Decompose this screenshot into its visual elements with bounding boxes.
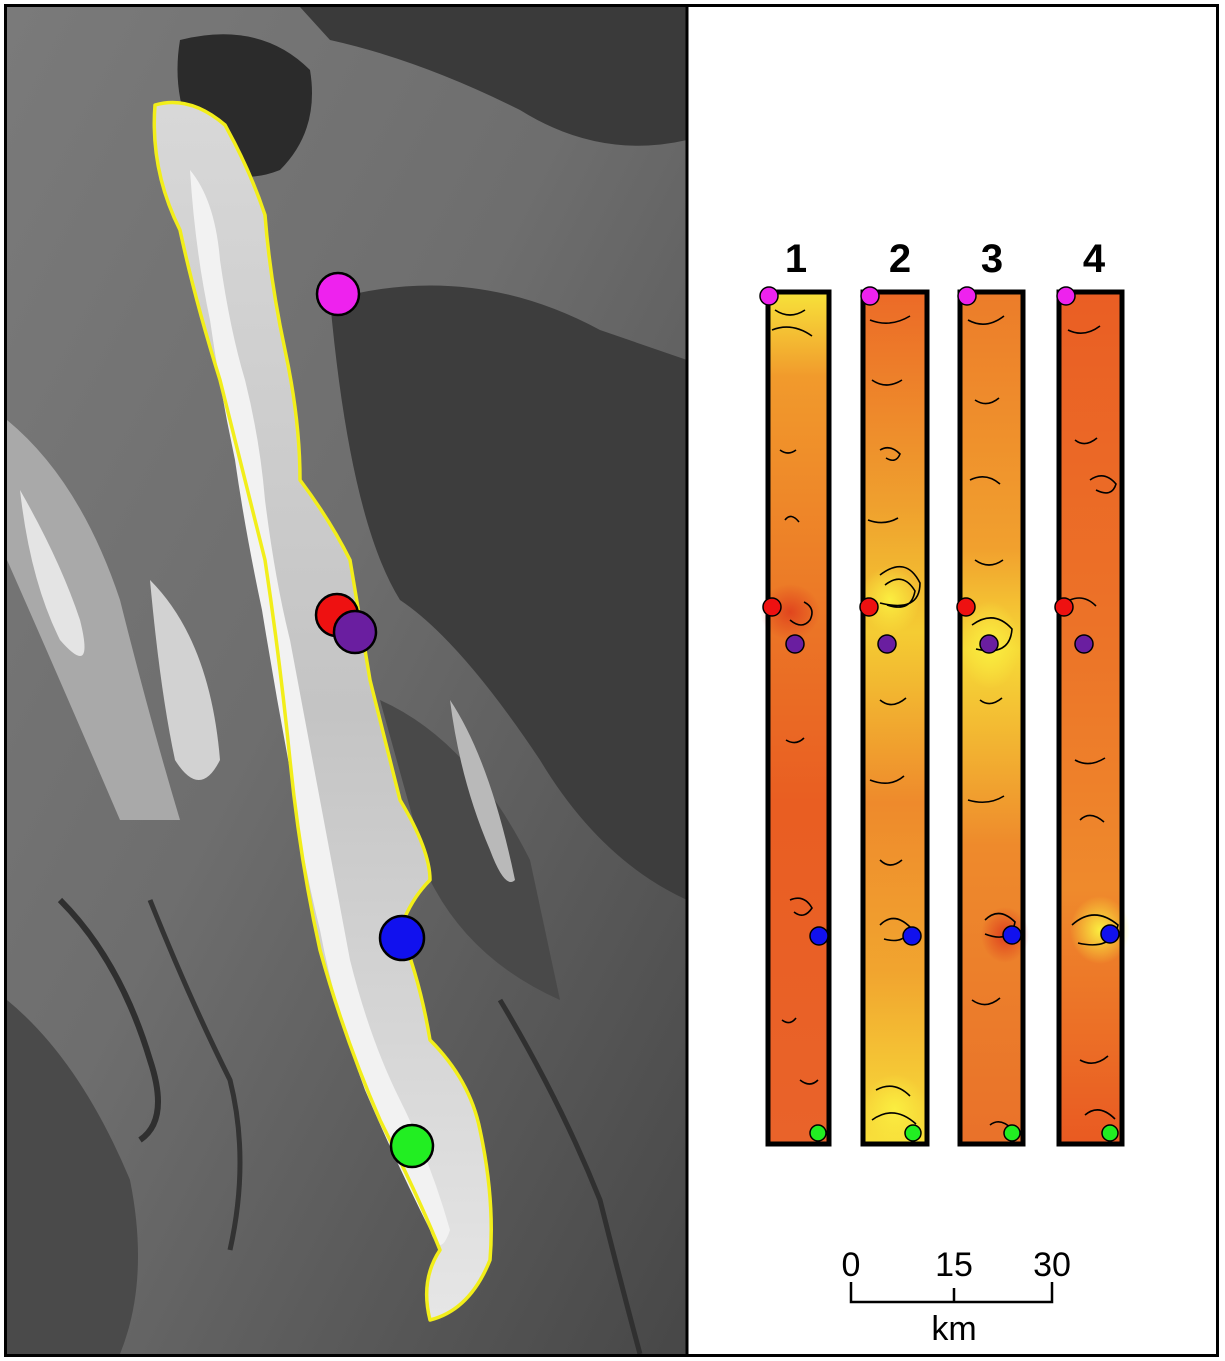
- scale-tick-label-30: 30: [1033, 1246, 1071, 1284]
- dem-west-peak: [20, 490, 85, 656]
- strip-2-anomaly-north: [860, 566, 920, 634]
- dem-sw-valley: [7, 1000, 138, 1354]
- scale-tick-label-0: 0: [842, 1246, 861, 1284]
- strip-4-border: [1056, 289, 1125, 1147]
- site-blue-marker: [378, 914, 426, 962]
- strip-2-fill: [863, 292, 927, 1144]
- strip-1-site-blue: [809, 926, 829, 946]
- scale-bar: 0 15 30 km: [842, 1246, 1071, 1348]
- dem-east-lowland: [330, 285, 687, 900]
- strip-1-site-magenta: [759, 286, 779, 306]
- study-area-boundary: [152, 100, 493, 1322]
- dem-north-lowland: [300, 7, 687, 146]
- dem-ridge-crest: [190, 170, 450, 1245]
- strip-4-site-red: [1054, 597, 1074, 617]
- strip-4-fill: [1059, 292, 1122, 1144]
- strip-3-site-blue: [1002, 925, 1022, 945]
- strip-label-2: 2: [889, 237, 911, 281]
- strip-3-border: [957, 289, 1026, 1147]
- strip-4-site-magenta: [1056, 286, 1076, 306]
- dem-central-peak: [150, 580, 220, 780]
- strip-3-site-magenta: [957, 286, 977, 306]
- strip-2-site-magenta: [860, 286, 880, 306]
- site-green-marker: [389, 1123, 435, 1169]
- strip-3-site-red: [956, 597, 976, 617]
- strip-2-site-blue: [902, 926, 922, 946]
- strip-3-contours: [967, 315, 1016, 1130]
- strip-3-site-purple: [979, 634, 999, 654]
- strip-1-site-purple: [785, 634, 805, 654]
- strip-4-anomaly: [1070, 896, 1130, 964]
- strip-2-site-green: [904, 1124, 922, 1142]
- dem-river-1: [57, 897, 161, 1143]
- dem-east-ridge: [450, 700, 515, 882]
- strip-1-site-red: [762, 597, 782, 617]
- strip-4-contours: [1067, 325, 1119, 1120]
- scale-bar-line: [849, 1282, 1054, 1304]
- strip-4: [1054, 286, 1130, 1147]
- strip-2-site-red: [859, 597, 879, 617]
- dem-river-3: [497, 998, 643, 1354]
- dem-east-slope: [380, 700, 560, 1000]
- dem-river-2: [147, 899, 243, 1251]
- strip-3: [956, 286, 1029, 1147]
- strip-label-4: 4: [1083, 237, 1106, 281]
- strip-2-site-purple: [877, 634, 897, 654]
- strip-panel: 1 2 3 4: [759, 237, 1130, 1348]
- strip-3-site-green: [1003, 1124, 1021, 1142]
- scale-unit-label: km: [931, 1310, 976, 1348]
- strip-1: [759, 286, 832, 1147]
- strip-4-site-blue: [1100, 924, 1120, 944]
- strip-4-site-green: [1101, 1124, 1119, 1142]
- strip-label-1: 1: [785, 237, 807, 281]
- strip-2-border: [860, 289, 930, 1147]
- strip-1-fill: [768, 292, 829, 1144]
- strip-2: [859, 286, 930, 1147]
- strip-1-site-green: [809, 1124, 827, 1142]
- strip-1-border: [765, 289, 832, 1147]
- dem-panel: [7, 7, 687, 1354]
- site-magenta-marker: [315, 271, 361, 317]
- dem-west-highland: [7, 420, 180, 820]
- strip-4-site-purple: [1074, 634, 1094, 654]
- strip-1-contours: [771, 309, 819, 1085]
- site-purple-marker: [332, 609, 378, 655]
- strip-3-fill: [960, 292, 1023, 1144]
- scale-tick-label-15: 15: [935, 1246, 973, 1284]
- strip-label-3: 3: [981, 237, 1003, 281]
